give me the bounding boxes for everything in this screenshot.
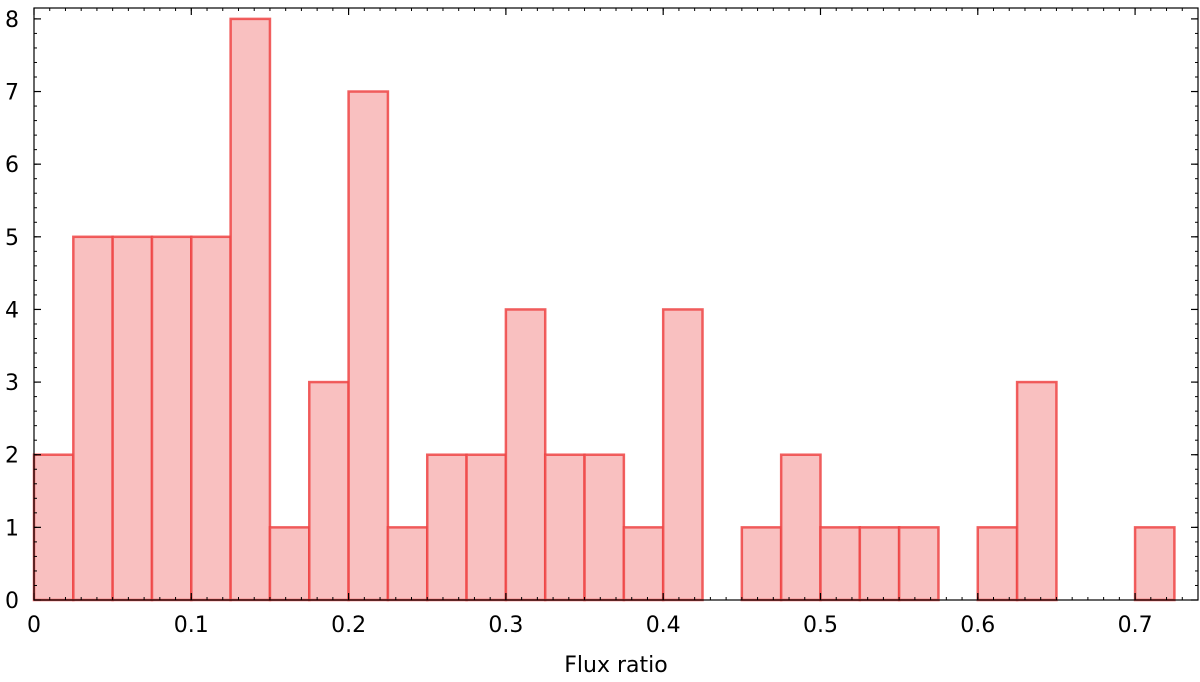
- histogram-bar: [268, 526, 311, 602]
- x-tick-label: 0.2: [331, 613, 366, 638]
- ticks-layer: [33, 8, 1199, 601]
- histogram-bar: [190, 235, 232, 602]
- histogram-bar: [1015, 380, 1058, 602]
- histogram-bar: [1133, 526, 1176, 602]
- y-tick-label: 1: [5, 516, 19, 541]
- y-tick-label: 7: [5, 81, 19, 106]
- tick-labels-layer: 0 0.1 0.2 0.3 0.4 0.5 0.6 0.7 0 1 2 3 4 5 6 7 8: [5, 8, 1153, 638]
- x-tick-label: 0.5: [803, 613, 838, 638]
- histogram-bar: [740, 526, 783, 602]
- histogram-bar: [583, 453, 626, 602]
- y-tick-label: 8: [5, 8, 19, 33]
- histogram-bar: [819, 526, 862, 602]
- y-tick-label: 0: [5, 589, 19, 614]
- histogram-bar: [504, 308, 547, 602]
- x-tick-label: 0: [27, 613, 41, 638]
- histogram-bar: [661, 308, 704, 602]
- histogram-bar: [347, 90, 390, 602]
- histogram-bar: [858, 526, 901, 602]
- y-tick-label: 5: [5, 226, 19, 251]
- y-tick-label: 2: [5, 444, 19, 469]
- histogram-bar: [425, 453, 468, 602]
- histogram-bar: [622, 526, 665, 602]
- histogram-bar: [150, 235, 193, 602]
- histogram-bar: [976, 526, 1019, 602]
- histogram-bar: [543, 453, 586, 602]
- y-tick-label: 3: [5, 371, 19, 396]
- histogram-bar: [779, 453, 822, 602]
- x-tick-label: 0.4: [646, 613, 681, 638]
- histogram-bar: [897, 526, 940, 602]
- histogram-bar: [308, 380, 350, 602]
- histogram-bar: [465, 453, 508, 602]
- x-tick-label: 0.1: [174, 613, 209, 638]
- bars-layer: [32, 17, 1176, 602]
- x-tick-label: 0.6: [960, 613, 995, 638]
- y-tick-label: 4: [5, 298, 19, 323]
- y-tick-label: 6: [5, 153, 19, 178]
- x-tick-label: 0.7: [1118, 613, 1153, 638]
- histogram-bar: [111, 235, 154, 602]
- x-tick-label: 0.3: [488, 613, 523, 638]
- x-axis-label: Flux ratio: [564, 653, 667, 678]
- histogram-bar: [386, 526, 429, 602]
- histogram-bar: [72, 235, 114, 602]
- histogram-bar: [229, 17, 272, 602]
